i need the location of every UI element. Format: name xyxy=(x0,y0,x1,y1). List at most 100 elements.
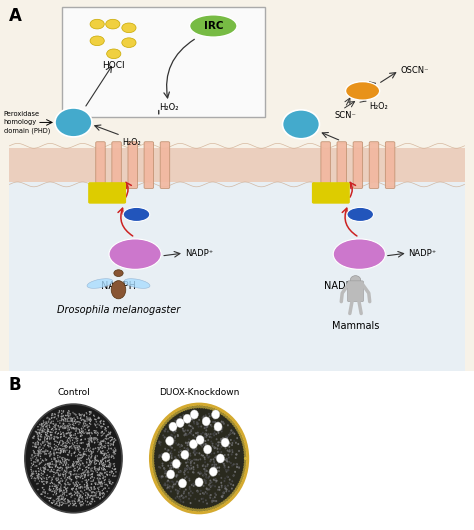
Ellipse shape xyxy=(99,474,100,476)
Ellipse shape xyxy=(64,447,66,448)
Ellipse shape xyxy=(90,439,91,440)
Ellipse shape xyxy=(199,443,201,445)
Ellipse shape xyxy=(110,448,112,449)
Ellipse shape xyxy=(66,432,67,434)
Ellipse shape xyxy=(38,464,40,465)
Ellipse shape xyxy=(69,478,71,479)
Ellipse shape xyxy=(92,498,93,499)
Ellipse shape xyxy=(56,428,57,430)
Ellipse shape xyxy=(169,445,171,447)
Ellipse shape xyxy=(60,431,61,432)
Ellipse shape xyxy=(91,432,92,434)
Ellipse shape xyxy=(86,466,88,467)
Ellipse shape xyxy=(89,417,91,419)
Ellipse shape xyxy=(73,484,75,485)
Ellipse shape xyxy=(236,453,237,455)
Ellipse shape xyxy=(72,427,73,429)
Ellipse shape xyxy=(54,472,55,473)
Ellipse shape xyxy=(65,418,66,420)
Ellipse shape xyxy=(58,416,59,418)
Ellipse shape xyxy=(206,488,208,490)
Ellipse shape xyxy=(78,499,80,500)
Ellipse shape xyxy=(168,424,170,426)
Ellipse shape xyxy=(87,417,89,419)
Ellipse shape xyxy=(212,484,214,487)
Ellipse shape xyxy=(165,475,167,478)
Ellipse shape xyxy=(192,452,194,454)
Ellipse shape xyxy=(44,496,46,497)
Ellipse shape xyxy=(86,504,88,506)
Ellipse shape xyxy=(102,450,103,452)
Ellipse shape xyxy=(210,497,211,499)
Ellipse shape xyxy=(41,462,42,463)
Ellipse shape xyxy=(83,423,84,425)
Ellipse shape xyxy=(179,465,181,467)
Ellipse shape xyxy=(53,469,55,470)
Ellipse shape xyxy=(44,452,46,454)
FancyBboxPatch shape xyxy=(9,148,465,182)
Ellipse shape xyxy=(64,470,65,471)
Ellipse shape xyxy=(154,442,156,445)
Ellipse shape xyxy=(229,432,231,434)
Ellipse shape xyxy=(64,458,66,460)
Ellipse shape xyxy=(215,455,217,457)
Ellipse shape xyxy=(177,444,179,446)
Ellipse shape xyxy=(78,473,80,475)
Ellipse shape xyxy=(100,421,101,422)
Ellipse shape xyxy=(189,467,191,469)
Ellipse shape xyxy=(40,434,42,436)
Ellipse shape xyxy=(210,469,212,471)
Ellipse shape xyxy=(104,453,106,454)
Ellipse shape xyxy=(58,505,60,507)
Ellipse shape xyxy=(107,455,109,457)
Ellipse shape xyxy=(102,440,103,442)
Ellipse shape xyxy=(60,494,61,496)
Ellipse shape xyxy=(178,463,180,465)
Ellipse shape xyxy=(70,466,72,468)
Ellipse shape xyxy=(106,484,108,485)
Ellipse shape xyxy=(64,460,66,461)
Ellipse shape xyxy=(90,474,91,475)
Ellipse shape xyxy=(83,448,84,450)
Ellipse shape xyxy=(174,436,176,438)
Ellipse shape xyxy=(80,494,82,496)
Ellipse shape xyxy=(109,432,110,434)
Ellipse shape xyxy=(235,426,238,429)
Ellipse shape xyxy=(112,467,113,469)
Ellipse shape xyxy=(70,471,72,472)
Ellipse shape xyxy=(105,443,107,444)
Ellipse shape xyxy=(164,453,166,455)
Ellipse shape xyxy=(87,494,89,496)
Ellipse shape xyxy=(190,490,192,492)
Ellipse shape xyxy=(88,495,90,497)
Ellipse shape xyxy=(87,444,89,445)
Ellipse shape xyxy=(55,448,57,449)
Ellipse shape xyxy=(41,479,43,480)
Ellipse shape xyxy=(102,426,103,427)
Ellipse shape xyxy=(76,483,77,485)
Ellipse shape xyxy=(82,456,83,458)
Ellipse shape xyxy=(97,469,99,470)
Ellipse shape xyxy=(50,451,51,453)
Ellipse shape xyxy=(65,459,67,461)
Ellipse shape xyxy=(197,431,199,434)
Ellipse shape xyxy=(212,421,214,423)
Ellipse shape xyxy=(244,452,246,455)
Ellipse shape xyxy=(63,452,64,453)
Ellipse shape xyxy=(227,469,229,471)
Ellipse shape xyxy=(44,469,45,470)
Ellipse shape xyxy=(51,417,53,418)
Ellipse shape xyxy=(95,437,96,439)
Ellipse shape xyxy=(66,427,68,429)
Ellipse shape xyxy=(202,405,205,409)
Ellipse shape xyxy=(214,447,216,449)
Ellipse shape xyxy=(215,423,217,425)
Ellipse shape xyxy=(181,494,182,497)
Ellipse shape xyxy=(55,484,56,486)
Ellipse shape xyxy=(153,469,155,472)
Ellipse shape xyxy=(100,481,101,483)
Ellipse shape xyxy=(196,421,198,423)
Ellipse shape xyxy=(77,445,79,446)
Ellipse shape xyxy=(76,475,78,477)
Ellipse shape xyxy=(74,474,75,475)
